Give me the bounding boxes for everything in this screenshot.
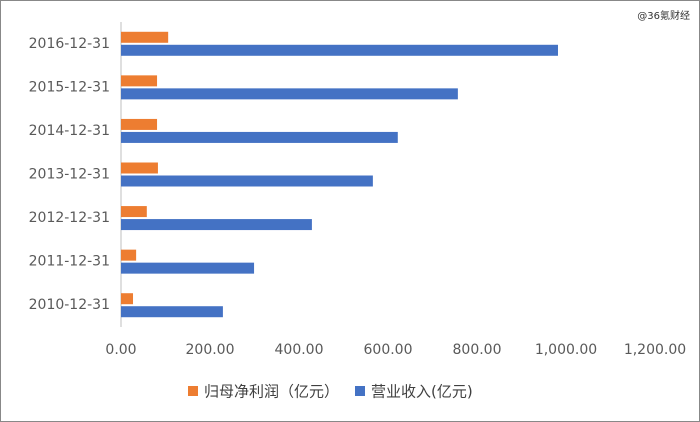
bar (121, 118, 158, 130)
bar (121, 249, 137, 261)
x-tick-label: 200.00 (186, 342, 235, 358)
watermark: @36氪财经 (637, 9, 690, 22)
bar (121, 131, 398, 143)
bar (121, 88, 458, 100)
bar (121, 219, 312, 231)
bar (121, 306, 223, 318)
x-tick-label: 1,000.00 (535, 342, 597, 358)
bar (121, 206, 147, 218)
x-tick-label: 400.00 (275, 342, 324, 358)
legend-swatch (355, 386, 365, 396)
bar (121, 75, 158, 87)
bar (121, 175, 373, 187)
bar (121, 262, 255, 274)
legend-swatch (188, 386, 198, 396)
y-tick-label: 2016-12-31 (29, 36, 110, 52)
x-tick-label: 600.00 (364, 342, 413, 358)
y-tick-label: 2015-12-31 (29, 79, 110, 95)
bar (121, 162, 158, 174)
y-tick-label: 2014-12-31 (29, 123, 110, 139)
bar (121, 293, 134, 305)
y-tick-label: 2011-12-31 (29, 254, 110, 270)
legend-label: 归母净利润（亿元） (204, 383, 339, 401)
y-tick-label: 2013-12-31 (29, 167, 110, 183)
bar (121, 44, 558, 56)
bar (121, 31, 169, 43)
x-tick-label: 1,200.00 (624, 342, 686, 358)
y-tick-label: 2012-12-31 (29, 210, 110, 226)
y-tick-label: 2010-12-31 (29, 297, 110, 313)
x-tick-label: 0.00 (105, 342, 136, 358)
legend-label: 营业收入(亿元) (371, 383, 473, 401)
x-tick-label: 800.00 (453, 342, 502, 358)
